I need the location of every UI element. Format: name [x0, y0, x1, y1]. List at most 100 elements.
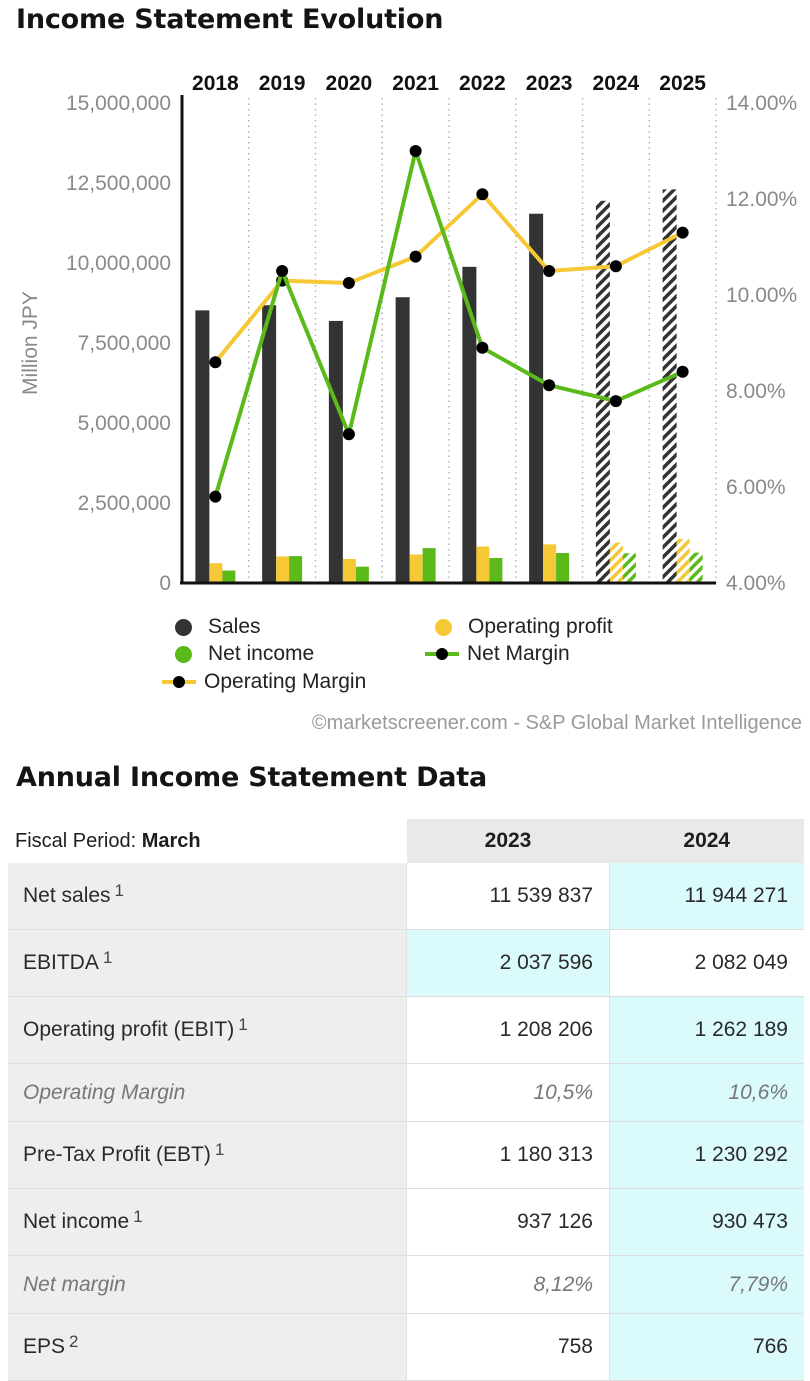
value-cell: 11 944 271 [609, 863, 804, 930]
sales-bar [662, 189, 677, 583]
y-tick-label: 15,000,000 [66, 92, 171, 115]
footnote-marker[interactable]: 2 [69, 1332, 79, 1351]
year-label: 2020 [326, 72, 373, 95]
net-income-bar [422, 548, 436, 583]
value-cell: 10,5% [406, 1063, 610, 1122]
operating-margin-point [543, 265, 556, 277]
operating-margin-point [342, 277, 355, 289]
y2-tick-label: 6.00% [726, 476, 786, 499]
y-tick-label: 10,000,000 [66, 252, 171, 275]
net-income-bar [355, 566, 369, 583]
net-margin-point [476, 341, 489, 354]
net-income-bar [689, 552, 703, 583]
operating-profit-bar [342, 559, 356, 583]
net-margin-point [276, 265, 289, 277]
y2-tick-label: 8.00% [726, 380, 786, 403]
y2-tick-label: 14.00% [726, 92, 797, 115]
fiscal-period-header: Fiscal Period: March [8, 819, 407, 863]
net-income-legend-dot [175, 645, 192, 663]
table-title: Annual Income Statement Data [16, 762, 488, 793]
operating-profit-legend-dot [435, 618, 452, 636]
row-label: Net income 1 [8, 1188, 407, 1256]
net-income-bar [622, 553, 636, 583]
value-cell: 1 262 189 [609, 996, 804, 1064]
legend-net-margin-label: Net Margin [467, 642, 570, 665]
net-margin-legend-icon [425, 645, 459, 663]
table-row: Pre-Tax Profit (EBT) 1 1 180 313 1 230 292 [8, 1121, 804, 1189]
sales-bar [262, 305, 277, 583]
operating-profit-bar [543, 544, 557, 583]
legend-operating-margin-label: Operating Margin [204, 670, 367, 693]
footnote-marker[interactable]: 1 [114, 881, 125, 900]
column-header: 2024 [609, 819, 804, 863]
footnote-marker[interactable]: 1 [238, 1015, 248, 1034]
net-margin-point [543, 379, 556, 392]
sales-bar [462, 266, 477, 583]
sales-bar [529, 213, 544, 583]
operating-profit-bar [476, 546, 490, 583]
y-tick-label: 0 [159, 572, 171, 595]
year-label: 2022 [459, 72, 506, 95]
income-chart: 2018 2019 2020 2021 2022 2023 2024 2025 0 2,500,0… [19, 72, 797, 595]
column-header: 2023 [406, 819, 610, 863]
operating-margin-point [476, 188, 489, 201]
table-row: Net margin 8,12% 7,79% [8, 1255, 804, 1314]
value-cell: 766 [609, 1313, 804, 1381]
row-label: EBITDA 1 [8, 929, 407, 997]
table-header-row: Fiscal Period: March 2023 2024 [8, 819, 804, 863]
value-cell: 1 230 292 [609, 1121, 804, 1189]
value-cell: 2 082 049 [609, 929, 804, 997]
value-cell: 2 037 596 [406, 929, 610, 997]
net-margin-point [409, 145, 422, 157]
year-label: 2025 [659, 72, 706, 95]
footnote-marker[interactable]: 1 [133, 1207, 143, 1226]
value-cell: 937 126 [406, 1188, 610, 1256]
operating-margin-point [676, 226, 689, 239]
value-cell: 758 [406, 1313, 610, 1381]
net-income-bar [222, 570, 236, 583]
legend-operating-profit-label: Operating profit [468, 615, 613, 638]
footnote-marker[interactable]: 1 [214, 1140, 225, 1159]
year-label: 2021 [392, 72, 439, 95]
operating-profit-bar [676, 538, 690, 583]
footnote-marker[interactable]: 1 [102, 948, 113, 967]
value-cell: 1 208 206 [406, 996, 610, 1064]
year-label: 2023 [526, 72, 573, 95]
legend-net-margin: Net Margin [425, 642, 570, 666]
operating-profit-bar [609, 542, 623, 583]
legend-net-income: Net income [170, 642, 314, 666]
row-label: EPS 2 [8, 1313, 407, 1381]
legend-sales: Sales [170, 615, 261, 639]
net-income-bar [556, 553, 570, 583]
operating-margin-point [209, 356, 222, 369]
table-row: Operating profit (EBIT) 1 1 208 206 1 262 1… [8, 996, 804, 1064]
net-margin-line [213, 149, 684, 498]
y2-tick-label: 4.00% [726, 572, 786, 595]
chart-title: Income Statement Evolution [16, 4, 444, 35]
year-label: 2018 [192, 72, 239, 95]
value-cell: 7,79% [609, 1255, 804, 1314]
net-margin-point [609, 395, 622, 408]
net-income-bar [289, 556, 303, 583]
row-label: Net sales 1 [8, 863, 407, 930]
operating-profit-bar [209, 563, 223, 583]
legend-sales-label: Sales [208, 615, 261, 638]
net-margin-point [676, 365, 689, 378]
net-margin-point [209, 490, 222, 503]
y-tick-label: 2,500,000 [78, 492, 171, 515]
table-row: Net sales 1 11 539 837 11 944 271 [8, 863, 804, 930]
value-cell: 11 539 837 [406, 863, 610, 930]
table-row: EPS 2 758 766 [8, 1313, 804, 1381]
sales-bar [595, 200, 610, 583]
row-label: Operating Margin [8, 1063, 407, 1122]
value-cell: 10,6% [609, 1063, 804, 1122]
y2-tick-label: 12.00% [726, 188, 797, 211]
operating-margin-point [409, 250, 422, 263]
sales-bar [328, 320, 343, 583]
legend-net-income-label: Net income [208, 642, 315, 665]
sales-legend-dot [175, 618, 192, 636]
row-label: Operating profit (EBIT) 1 [8, 996, 407, 1064]
operating-profit-bar [409, 554, 423, 583]
year-label: 2019 [259, 72, 306, 95]
year-label: 2024 [593, 72, 640, 95]
